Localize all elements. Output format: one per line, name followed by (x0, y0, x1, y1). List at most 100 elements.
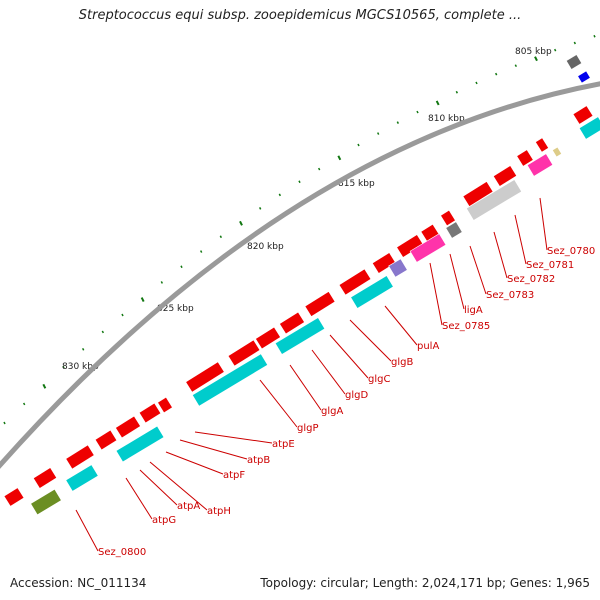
ruler-label: 825 kbp (157, 304, 194, 314)
cds-block (338, 268, 372, 296)
ruler-tick (475, 81, 478, 85)
cds-block (227, 339, 261, 367)
gene-label[interactable]: atpB (247, 455, 270, 466)
cds-block (94, 429, 118, 451)
leader-line (259, 379, 298, 428)
cog-block (445, 221, 463, 239)
gene-label[interactable]: pulA (417, 341, 439, 352)
gene-label[interactable]: Sez_0781 (526, 260, 574, 271)
leader-line (384, 305, 418, 346)
cds-block (32, 467, 58, 489)
ruler-tick (573, 41, 577, 45)
ruler-tick (219, 235, 223, 239)
ruler-tick (140, 297, 145, 302)
gene-label[interactable]: glgC (368, 374, 390, 385)
feature-blocks (3, 54, 600, 516)
leader-line (139, 469, 178, 506)
genome-summary-text: Topology: circular; Length: 2,024,171 bp… (260, 576, 590, 590)
ruler-tick (101, 330, 105, 334)
ruler-label: 805 kbp (515, 47, 552, 57)
ruler-label: 815 kbp (338, 179, 375, 189)
leader-line (149, 461, 208, 511)
ruler-tick (42, 383, 47, 389)
ruler-tick (317, 167, 321, 171)
leader-line (469, 245, 487, 295)
cds-block (138, 402, 162, 424)
cog-block (274, 317, 326, 355)
cds-block (440, 209, 456, 227)
leader-line (125, 477, 153, 520)
ruler-tick (357, 143, 360, 147)
ruler-tick (593, 34, 596, 38)
cog-block (551, 146, 563, 158)
ruler-tick (553, 48, 557, 52)
cds-block (462, 181, 494, 207)
leader-line (514, 214, 527, 265)
cog-block (191, 353, 269, 407)
cds-block (115, 415, 141, 439)
ruler-tick (160, 281, 164, 284)
cds-block (492, 165, 518, 187)
gene-label[interactable]: glgP (297, 423, 319, 434)
cds-block (255, 326, 281, 350)
leader-line (289, 364, 322, 411)
cds-block (516, 149, 534, 167)
cds-block (279, 311, 305, 335)
cog-block (578, 116, 600, 140)
gene-label[interactable]: Sez_0783 (486, 290, 534, 301)
leader-line (539, 197, 548, 251)
ruler-tick (396, 121, 400, 124)
map-title: Streptococcus equi subsp. zooepidemicus … (78, 8, 522, 23)
ruler-label: 820 kbp (247, 242, 284, 252)
gene-label[interactable]: Sez_0782 (507, 274, 555, 285)
leader-line (179, 439, 248, 460)
cog-block (465, 179, 523, 221)
ruler-label: 830 kbp (62, 362, 99, 372)
cds-block (3, 487, 25, 507)
gene-label[interactable]: glgA (321, 406, 343, 417)
gene-label[interactable]: Sez_0800 (98, 547, 146, 558)
cog-block (526, 153, 554, 177)
leader-line (194, 431, 273, 444)
gene-label[interactable]: ligA (464, 305, 483, 316)
ruler-tick (337, 155, 342, 161)
gene-label[interactable]: atpF (223, 470, 245, 481)
leader-line (311, 349, 346, 395)
cog-block (409, 233, 447, 263)
leader-line (165, 451, 224, 475)
gene-label[interactable]: Sez_0785 (442, 321, 490, 332)
cog-block (577, 70, 591, 84)
cog-block (565, 54, 583, 70)
gene-label[interactable]: Sez_0780 (547, 246, 595, 257)
cds-block (535, 137, 549, 153)
ruler-tick (455, 90, 459, 94)
gene-label[interactable]: atpA (177, 501, 200, 512)
ruler-tick (376, 132, 380, 135)
gene-label[interactable]: glgD (345, 390, 368, 401)
ruler-tick (199, 250, 203, 253)
cog-block (30, 488, 62, 516)
gene-label[interactable]: atpH (207, 506, 231, 517)
ruler-tick (81, 347, 85, 351)
cds-block (65, 444, 95, 470)
ruler-label: 810 kbp (428, 114, 465, 124)
ruler-tick (62, 365, 65, 369)
accession-text: Accession: NC_011134 (10, 576, 147, 590)
gene-label[interactable]: atpG (152, 515, 176, 526)
leader-line (493, 231, 508, 279)
gene-label[interactable]: glgB (391, 357, 413, 368)
ruler-tick (180, 265, 183, 269)
leader-line (75, 509, 99, 552)
ruler-tick (3, 421, 6, 425)
gene-label[interactable]: atpE (272, 439, 295, 450)
leader-line (429, 262, 443, 326)
cds-block (185, 361, 225, 393)
ruler-tick (494, 72, 498, 76)
ruler-tick (514, 64, 518, 68)
cds-block (371, 252, 397, 274)
cds-block (304, 291, 336, 317)
cog-block (388, 258, 408, 278)
ruler-tick (239, 220, 243, 226)
ruler-tick (22, 402, 26, 406)
